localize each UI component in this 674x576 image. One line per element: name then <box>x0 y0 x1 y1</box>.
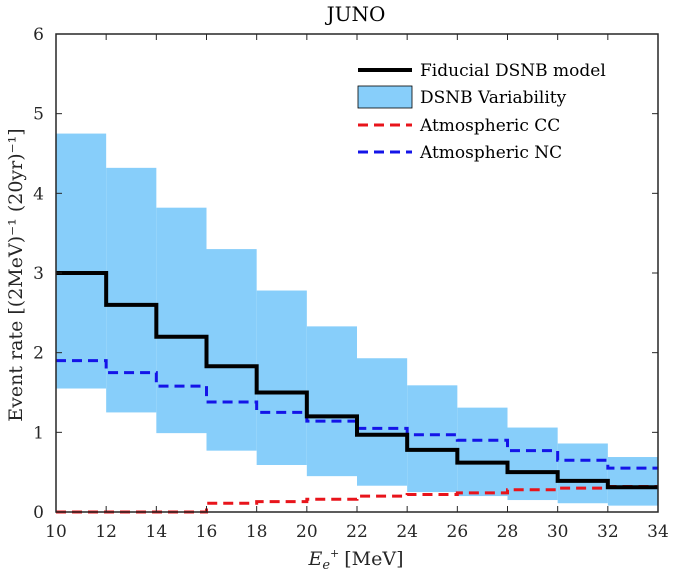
legend-label-dsnb-model: Fiducial DSNB model <box>420 61 606 81</box>
x-tick-labels: 10 12 14 16 18 20 22 24 26 28 30 32 34 <box>45 522 669 542</box>
y-tick-label: 1 <box>33 423 44 443</box>
y-axis-label: Event rate [(2MeV)⁻¹ (20yr)⁻¹] <box>5 128 27 421</box>
x-tick-label: 30 <box>547 522 569 542</box>
legend-label-atm-cc: Atmospheric CC <box>419 116 560 136</box>
x-tick-label: 18 <box>246 522 268 542</box>
x-tick-label: 20 <box>296 522 318 542</box>
variability-band-bin <box>206 249 257 451</box>
variability-band-bin <box>306 326 357 477</box>
atmospheric-cc-line <box>56 485 658 514</box>
variability-band-bin <box>407 385 458 493</box>
x-tick-label: 10 <box>45 522 67 542</box>
x-tick-label: 22 <box>346 522 368 542</box>
x-tick-label: 12 <box>95 522 117 542</box>
x-tick-label: 28 <box>497 522 519 542</box>
variability-band-bin <box>507 427 558 501</box>
x-axis-label-sup: + <box>330 547 339 560</box>
plot-area <box>55 33 659 514</box>
variability-band-bin <box>557 443 608 504</box>
y-tick-label: 4 <box>33 184 44 204</box>
y-tick-label: 5 <box>33 105 44 125</box>
x-tick-label: 14 <box>146 522 168 542</box>
x-tick-label: 32 <box>597 522 619 542</box>
y-tick-label: 2 <box>33 344 44 364</box>
variability-band-bin <box>256 290 307 465</box>
chart-title: JUNO <box>325 2 386 26</box>
variability-band-bin <box>607 457 658 506</box>
axis-ticks <box>55 33 659 513</box>
legend-label-atm-nc: Atmospheric NC <box>419 143 562 163</box>
x-axis-label: Ee+ [MeV] <box>307 547 403 573</box>
dsnb-model-line <box>56 271 658 490</box>
x-axis-label-var: E <box>307 548 322 570</box>
x-tick-label: 26 <box>447 522 469 542</box>
y-tick-label: 0 <box>33 503 44 523</box>
y-tick-label: 6 <box>33 25 44 45</box>
legend: Fiducial DSNB model DSNB Variability Atm… <box>345 52 645 172</box>
legend-swatch-variability <box>357 85 413 109</box>
x-tick-label: 16 <box>196 522 218 542</box>
variability-band-bin <box>156 207 207 434</box>
variability-band-bin <box>106 167 157 413</box>
x-axis-label-unit: [MeV] <box>344 548 403 570</box>
atmospheric-nc-line <box>56 359 658 470</box>
y-tick-labels: 0 1 2 3 4 5 6 <box>33 25 44 523</box>
x-tick-label: 24 <box>396 522 418 542</box>
variability-band-bin <box>457 407 508 497</box>
legend-label-variability: DSNB Variability <box>420 88 567 108</box>
variability-band-bin <box>56 133 107 389</box>
x-axis-label-sub: e <box>322 558 330 573</box>
x-tick-label: 34 <box>647 522 669 542</box>
y-tick-label: 3 <box>33 264 44 284</box>
variability-band-bin <box>357 358 408 486</box>
